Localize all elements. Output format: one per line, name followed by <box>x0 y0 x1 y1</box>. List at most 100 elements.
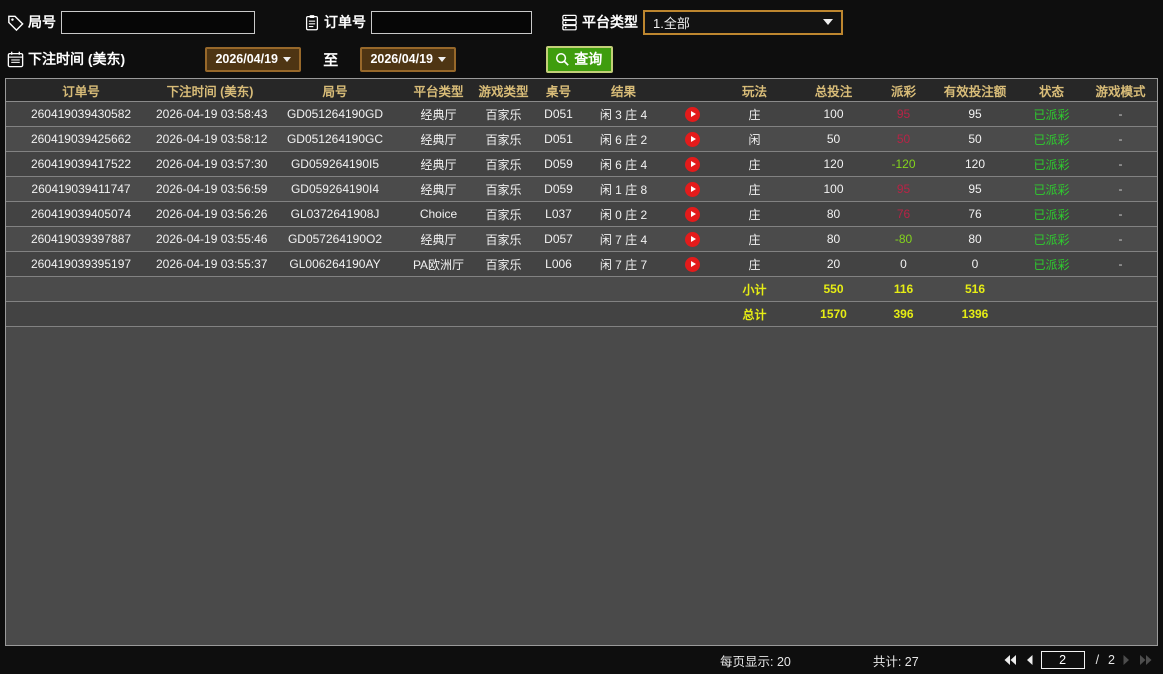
cell-result: 闲 6 庄 4 <box>599 157 648 172</box>
cell-result: 闲 1 庄 8 <box>599 182 648 197</box>
date-from-picker[interactable]: 2026/04/19 <box>205 46 302 72</box>
magnifier-icon <box>556 52 570 66</box>
last-page-icon[interactable] <box>1139 654 1153 666</box>
query-button-label: 查询 <box>574 51 603 67</box>
play-icon[interactable] <box>684 256 700 272</box>
column-header-status: 状态 <box>1038 84 1064 99</box>
cell-play_icon <box>666 256 718 272</box>
cell-table_no: D051 <box>544 107 573 121</box>
cell-total_bet: 20 <box>826 257 841 271</box>
play-icon[interactable] <box>684 156 700 172</box>
next-page-icon[interactable] <box>1122 654 1132 666</box>
column-header-play: 玩法 <box>741 84 767 99</box>
cell-order_id: 260419039395197 <box>30 257 132 271</box>
cell-platform: 经典厅 <box>420 157 457 172</box>
cell-valid_bet: 80 <box>968 232 982 246</box>
summary-valid-bet: 516 <box>964 282 986 296</box>
cell-table_no: L037 <box>545 207 572 221</box>
date-range-to-label: 至 <box>323 51 339 69</box>
cell-play: 庄 <box>748 182 761 197</box>
summary-total-bet: 1570 <box>820 307 847 321</box>
clipboard-icon <box>303 13 321 32</box>
cell-platform: 经典厅 <box>420 232 457 247</box>
cell-bet_time: 2026-04-19 03:58:12 <box>156 132 268 146</box>
cell-status: 已派彩 <box>1033 232 1070 247</box>
page-number-input[interactable] <box>1040 651 1085 669</box>
column-header-payout: 派彩 <box>890 84 916 99</box>
tag-icon <box>6 13 25 32</box>
column-header-valid_bet: 有效投注额 <box>943 84 1007 99</box>
cell-valid_bet: 50 <box>968 132 982 146</box>
table-row: 260419039425662 2026-04-19 03:58:12 GD0512… <box>6 127 1157 152</box>
cell-play: 庄 <box>748 257 761 272</box>
cell-result: 闲 7 庄 7 <box>599 257 648 272</box>
cell-platform: PA欧洲厅 <box>412 257 465 272</box>
cell-total_bet: 80 <box>826 207 841 221</box>
cell-order_id: 260419039397887 <box>30 232 132 246</box>
cell-round_id: GD051264190GC <box>286 132 384 146</box>
cell-game_type: 百家乐 <box>485 107 522 122</box>
column-header-platform: 平台类型 <box>413 84 464 99</box>
play-icon[interactable] <box>684 206 700 222</box>
table-row: 260419039417522 2026-04-19 03:57:30 GD0592… <box>6 152 1157 177</box>
cell-result: 闲 6 庄 2 <box>599 132 648 147</box>
table-row: 260419039405074 2026-04-19 03:56:26 GL0372… <box>6 202 1157 227</box>
column-header-result: 结果 <box>610 84 636 99</box>
cell-bet_time: 2026-04-19 03:55:37 <box>156 257 268 271</box>
cell-status: 已派彩 <box>1033 257 1070 272</box>
order-no-label: 订单号 <box>324 14 366 30</box>
cell-total_bet: 100 <box>823 182 844 196</box>
cell-play_icon <box>666 156 718 172</box>
cell-platform: 经典厅 <box>420 132 457 147</box>
cell-table_no: D059 <box>544 157 573 171</box>
query-button[interactable]: 查询 <box>546 45 614 73</box>
column-header-game_mode: 游戏模式 <box>1095 84 1146 99</box>
first-page-icon[interactable] <box>1003 654 1017 666</box>
date-to-value: 2026/04/19 <box>370 52 434 66</box>
platform-type-label: 平台类型 <box>582 14 638 30</box>
cell-play_icon <box>666 131 718 147</box>
total-count-label: 共计: 27 <box>872 654 919 669</box>
chevron-down-icon <box>283 56 291 62</box>
summary-row: 小计 550 116 516 <box>6 277 1157 302</box>
platform-type-selected: 1.全部 <box>653 15 690 31</box>
cell-game_type: 百家乐 <box>485 257 522 272</box>
cell-order_id: 260419039425662 <box>30 132 132 146</box>
cell-play: 庄 <box>748 232 761 247</box>
cell-order_id: 260419039417522 <box>30 157 132 171</box>
play-icon[interactable] <box>684 106 700 122</box>
database-icon <box>560 13 579 32</box>
cell-order_id: 260419039405074 <box>30 207 132 221</box>
table-row: 260419039395197 2026-04-19 03:55:37 GL0062… <box>6 252 1157 277</box>
round-no-input[interactable] <box>61 10 255 34</box>
date-to-picker[interactable]: 2026/04/19 <box>360 46 457 72</box>
per-page-label: 每页显示: 20 <box>720 654 791 669</box>
order-no-input[interactable] <box>371 10 532 34</box>
play-icon[interactable] <box>684 181 700 197</box>
cell-table_no: D051 <box>544 132 573 146</box>
cell-bet_time: 2026-04-19 03:57:30 <box>156 157 268 171</box>
cell-result: 闲 7 庄 4 <box>599 232 648 247</box>
column-header-round_id: 局号 <box>322 84 348 99</box>
platform-type-select[interactable]: 1.全部 <box>643 9 843 35</box>
cell-table_no: L006 <box>545 257 572 271</box>
cell-status: 已派彩 <box>1033 107 1070 122</box>
pagination-bar: 每页显示: 20 共计: 27 / 2 <box>0 646 1163 674</box>
cell-total_bet: 50 <box>826 132 841 146</box>
play-icon[interactable] <box>684 131 700 147</box>
table-row: 260419039397887 2026-04-19 03:55:46 GD0572… <box>6 227 1157 252</box>
cell-status: 已派彩 <box>1033 157 1070 172</box>
prev-page-icon[interactable] <box>1024 654 1034 666</box>
cell-valid_bet: 120 <box>964 157 986 171</box>
play-icon[interactable] <box>684 231 700 247</box>
cell-bet_time: 2026-04-19 03:56:59 <box>156 182 268 196</box>
cell-total_bet: 120 <box>823 157 844 171</box>
cell-status: 已派彩 <box>1033 207 1070 222</box>
pagination-nav: / 2 <box>1003 651 1153 669</box>
summary-row: 总计 1570 396 1396 <box>6 302 1157 327</box>
cell-play_icon <box>666 106 718 122</box>
cell-round_id: GD051264190GD <box>286 107 384 121</box>
table-row: 260419039430582 2026-04-19 03:58:43 GD0512… <box>6 102 1157 127</box>
cell-valid_bet: 95 <box>968 182 982 196</box>
summary-label: 小计 <box>742 282 767 297</box>
